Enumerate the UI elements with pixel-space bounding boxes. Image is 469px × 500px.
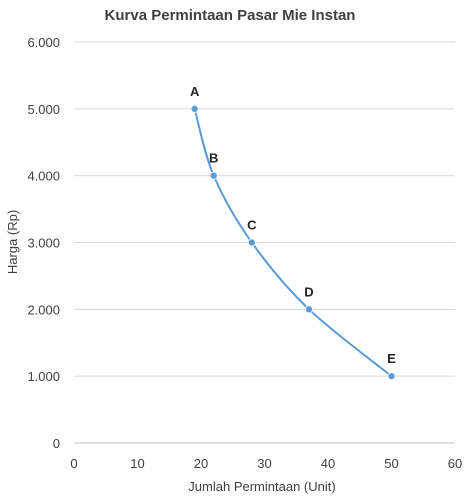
y-tick-label: 5.000 <box>27 102 60 117</box>
point-layer <box>190 104 396 381</box>
x-tick-label: 0 <box>70 456 77 471</box>
x-tick-label: 40 <box>321 456 335 471</box>
data-label-a: A <box>190 84 200 99</box>
tick-label-layer: 0 1.000 2.000 3.000 4.000 5.000 6.000 0 10 20 30 40… <box>27 35 462 471</box>
x-tick-label: 60 <box>448 456 462 471</box>
data-label-d: D <box>304 284 313 299</box>
data-point-c <box>247 238 256 247</box>
x-tick-label: 50 <box>384 456 398 471</box>
y-tick-label: 0 <box>53 436 60 451</box>
x-tick-label: 20 <box>194 456 208 471</box>
y-tick-label: 4.000 <box>27 169 60 184</box>
data-point-e <box>387 372 396 381</box>
y-tick-label: 1.000 <box>27 369 60 384</box>
y-tick-label: 2.000 <box>27 302 60 317</box>
data-point-d <box>304 305 313 314</box>
y-tick-label: 3.000 <box>27 236 60 251</box>
data-label-c: C <box>247 218 257 233</box>
x-axis-label: Jumlah Permintaan (Unit) <box>188 479 335 494</box>
data-point-b <box>209 171 218 180</box>
y-axis-label: Harga (Rp) <box>5 210 20 274</box>
x-tick-label: 10 <box>130 456 144 471</box>
data-label-e: E <box>387 351 396 366</box>
grid-layer <box>74 41 455 377</box>
point-label-layer: A B C D E <box>190 84 396 366</box>
x-tick-label: 30 <box>257 456 271 471</box>
data-label-b: B <box>209 151 218 166</box>
demand-curve-line <box>193 108 393 377</box>
data-point-a <box>190 104 199 113</box>
series-layer <box>193 108 393 377</box>
y-tick-label: 6.000 <box>27 35 60 50</box>
chart-title: Kurva Permintaan Pasar Mie Instan <box>105 7 356 24</box>
